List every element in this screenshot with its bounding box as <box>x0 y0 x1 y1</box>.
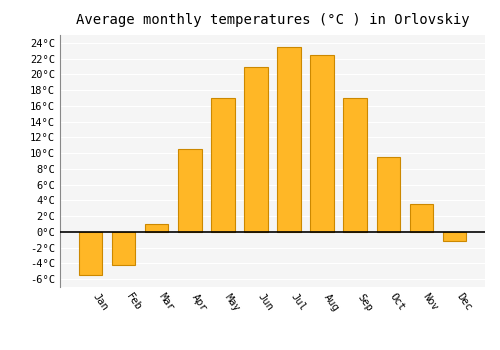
Title: Average monthly temperatures (°C ) in Orlovskiy: Average monthly temperatures (°C ) in Or… <box>76 13 469 27</box>
Bar <box>80 232 102 275</box>
Bar <box>278 47 300 232</box>
Bar <box>310 55 334 232</box>
Bar <box>442 232 466 242</box>
Bar <box>344 98 366 232</box>
Bar <box>376 157 400 232</box>
Bar <box>244 66 268 232</box>
Bar <box>146 224 169 232</box>
Bar <box>112 232 136 265</box>
Bar <box>410 204 432 232</box>
Bar <box>212 98 234 232</box>
Bar <box>178 149 202 232</box>
